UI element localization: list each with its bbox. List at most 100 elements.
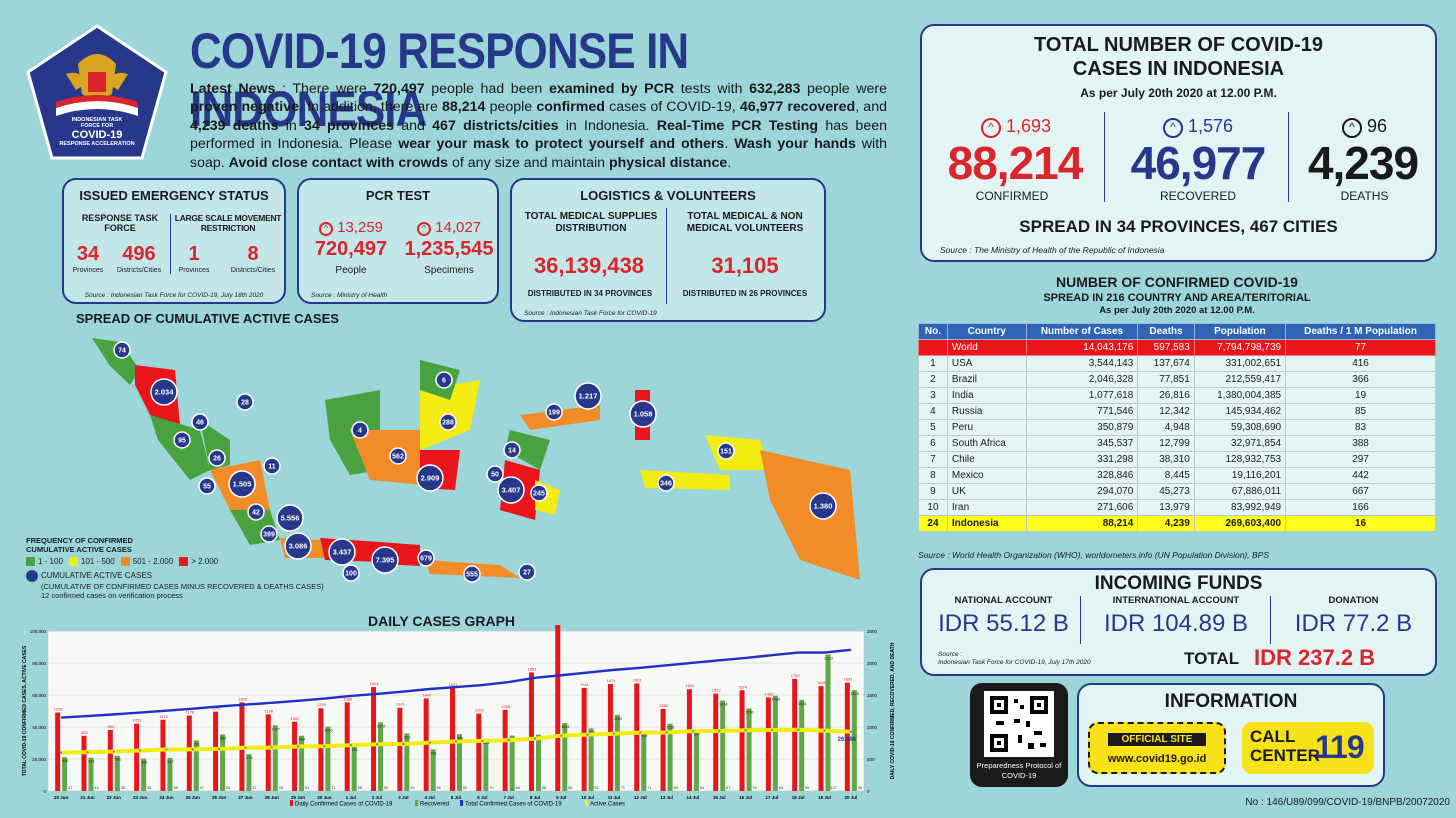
label-recovered: 530	[62, 759, 68, 763]
logo-line3: COVID-19	[71, 129, 123, 141]
up-arrow-icon: ^	[318, 222, 333, 236]
table-cell: 85	[1285, 403, 1436, 420]
label-deaths: 34	[279, 786, 283, 790]
label-recovered: 884	[220, 736, 226, 740]
news-part: .	[727, 154, 732, 171]
x-tick: 14 Jul	[687, 795, 700, 800]
bar-recovered	[299, 735, 305, 791]
bar-confirmed	[55, 712, 61, 791]
map-bubble	[389, 447, 407, 465]
deaths-label: DEATHS	[1340, 189, 1389, 203]
map-bubble-label: 151	[720, 449, 732, 456]
label-recovered: 1190	[614, 717, 622, 721]
label-recovered: 814	[483, 741, 489, 745]
point-active	[270, 746, 273, 749]
map-bubble	[113, 341, 131, 359]
map-bubble	[486, 465, 504, 483]
official-site-button[interactable]: OFFICIAL SITE www.covid19.go.id	[1088, 722, 1226, 774]
recovered-value: 46,977	[1130, 137, 1267, 189]
map-bubble	[284, 532, 312, 560]
pcr-people-label: People	[335, 265, 367, 276]
point-active	[823, 729, 826, 732]
label-recovered: 1072	[377, 724, 385, 728]
y-tick-right: 0	[867, 789, 870, 794]
map-bubble	[503, 441, 521, 459]
bar-recovered	[799, 699, 805, 791]
country-table-wrap: No. Country Number of Cases Deaths Populatio…	[918, 323, 1436, 532]
map-region-sulawesi-central	[505, 430, 550, 470]
news-label: Latest News	[190, 81, 276, 97]
map-bubble	[809, 492, 837, 520]
label-confirmed: 1178	[185, 710, 194, 715]
pcr-specimens-label: Specimens	[424, 265, 474, 276]
map-bubble-label: 346	[660, 481, 672, 488]
bar-confirmed	[555, 625, 561, 791]
table-cell: 4,239	[1137, 515, 1195, 532]
label-confirmed: 1301	[396, 702, 406, 707]
y-tick-left: 40,000	[32, 725, 46, 730]
map-bubble-label: 3.086	[289, 542, 308, 551]
confirmed-inc: ^ 1,693	[926, 116, 1106, 138]
bar-confirmed	[213, 711, 219, 791]
qr-card[interactable]: Preparedness Protocol of COVID-19	[970, 683, 1068, 787]
x-tick: 30 Jun	[317, 795, 332, 800]
bar-recovered	[746, 708, 752, 791]
legend-label: 101 - 500	[80, 557, 115, 566]
totals-asof: As per July 20th 2020 at 12.00 P.M.	[1080, 86, 1277, 100]
legend-swatch	[179, 557, 189, 567]
table-cell: 667	[1285, 483, 1436, 500]
pcr-inc2-value: 14,027	[435, 219, 482, 236]
news-part: wear your mask to protect yourself and o…	[398, 136, 725, 153]
legend-note: 12 confirmed cases on verification proce…	[41, 591, 183, 601]
logistics-title: LOGISTICS & VOLUNTEERS	[580, 188, 756, 203]
label-confirmed: 1574	[738, 684, 748, 689]
table-cell: 83	[1285, 419, 1436, 436]
table-cell: World	[946, 339, 1027, 356]
bar-recovered	[614, 714, 620, 791]
label-confirmed: 1611	[580, 682, 589, 687]
map-bubble-label: 3.407	[502, 486, 521, 495]
table-cell: 9	[918, 483, 948, 500]
table-cell: 24	[918, 515, 948, 532]
label-deaths: 50	[384, 786, 388, 790]
deaths-inc-value: 96	[1366, 116, 1388, 136]
legend-items: 1 - 100 101 - 500 501 - 2.000 > 2.000	[26, 557, 326, 567]
point-active	[744, 729, 747, 732]
label-recovered: 517	[167, 760, 173, 764]
legend-swatch	[415, 800, 418, 806]
map-bubble	[439, 413, 457, 431]
legend-swatch	[290, 800, 293, 806]
x-tick: 29 Jun	[291, 795, 306, 800]
bar-recovered	[141, 758, 147, 791]
table-cell: 16	[1285, 515, 1436, 532]
y-tick-left: 0	[43, 789, 46, 794]
bar-recovered	[351, 746, 357, 791]
news-part: has been performed in Indonesia. Please	[190, 117, 887, 153]
divider	[666, 208, 667, 304]
table-row: 7 Chile 331,298 38,310 128,932,753 297	[918, 451, 1436, 468]
table-cell: 366	[1285, 371, 1436, 388]
table-cell: USA	[946, 355, 1027, 372]
table-row: 24 Indonesia 88,214 4,239 269,603,400 16	[918, 515, 1436, 532]
logo-line1: INDONESIAN TASK	[71, 117, 123, 123]
funds-source-text: Indonesian Task Force for COVID-19, July…	[938, 659, 1091, 666]
news-part: of any size and maintain	[448, 154, 609, 171]
news-part: people had been	[424, 81, 549, 97]
international-value: IDR 104.89 B	[1103, 610, 1249, 637]
call-center-button[interactable]: CALL CENTER 119	[1242, 722, 1374, 774]
table-cell: 10	[918, 499, 948, 516]
table-cell: 7,794,798,739	[1193, 339, 1287, 356]
totals-source: Source : The Ministry of Health of the R…	[940, 245, 1165, 255]
bar-recovered	[720, 700, 726, 791]
news-part: : There were	[275, 81, 374, 97]
table-cell: 83,992,949	[1193, 499, 1287, 516]
label-recovered: 886	[457, 736, 463, 740]
point-active	[770, 728, 774, 732]
point-active	[349, 743, 352, 747]
bar-confirmed	[502, 709, 508, 791]
label-deaths: 38	[173, 786, 177, 790]
label-deaths: 55	[437, 786, 441, 790]
map-bubble-label: 6	[442, 378, 446, 385]
table-row: 8 Mexico 328,846 8,445 19,116,201 442	[918, 467, 1436, 484]
news-part: in Indonesia.	[558, 117, 657, 134]
